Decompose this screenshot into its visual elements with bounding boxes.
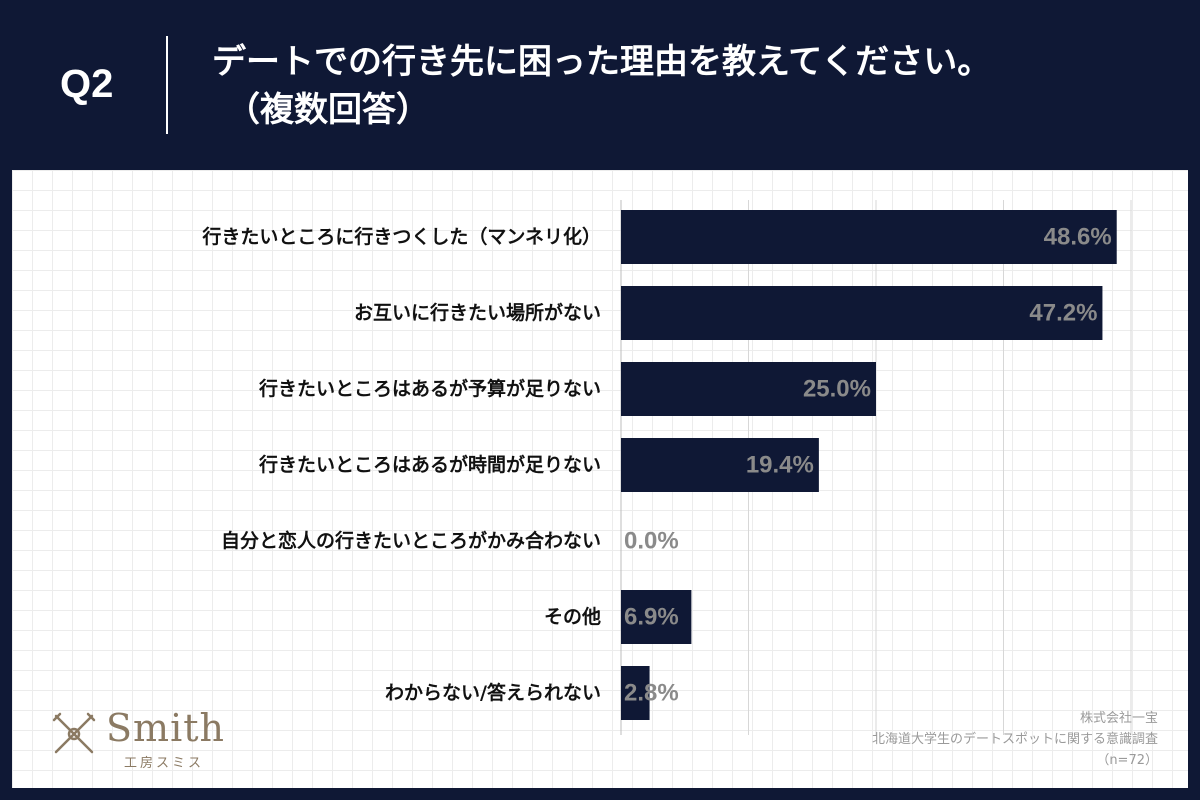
value-label: 48.6% — [1044, 224, 1112, 251]
bar — [621, 438, 819, 492]
category-label: 行きたいところに行きつくした（マンネリ化） — [201, 225, 601, 248]
question-text: デートでの行き先に困った理由を教えてください。 — [212, 42, 992, 82]
question-number: Q2 — [60, 62, 114, 106]
header-divider — [166, 36, 168, 134]
bar — [621, 362, 876, 416]
bar-chart: 行きたいところに行きつくした（マンネリ化） 48.6% お互いに行きたい場所がない 4… — [201, 200, 1132, 735]
value-label: 47.2% — [1029, 300, 1097, 327]
bar — [621, 590, 692, 644]
source-company: 株式会社一宝 — [1079, 711, 1158, 726]
value-label: 0.0% — [624, 528, 679, 555]
source-survey: 北海道大学生のデートスポットに関する意識調査 — [871, 732, 1158, 747]
source-note: 株式会社一宝 北海道大学生のデートスポットに関する意識調査 （n=72） — [872, 708, 1158, 771]
value-label: 2.8% — [624, 680, 679, 707]
bar — [621, 210, 1117, 264]
category-label: その他 — [544, 605, 601, 628]
header: Q2 デートでの行き先に困った理由を教えてください。 （複数回答） — [0, 0, 1200, 170]
value-label: 25.0% — [803, 376, 871, 403]
value-label: 19.4% — [746, 452, 814, 479]
crossed-tools-icon — [52, 712, 96, 754]
value-label: 6.9% — [624, 604, 679, 631]
bar — [621, 666, 650, 720]
chart-panel: 行きたいところに行きつくした（マンネリ化） 48.6% お互いに行きたい場所がない 4… — [12, 170, 1188, 788]
bar — [621, 286, 1103, 340]
logo-text: Smith — [106, 706, 225, 750]
category-label: わからない/答えられない — [385, 681, 601, 704]
smith-logo: Smith 工房スミス — [50, 706, 250, 772]
category-label: 自分と恋人の行きたいところがかみ合わない — [221, 529, 601, 552]
category-label: 行きたいところはあるが時間が足りない — [258, 453, 601, 476]
question-subtitle: （複数回答） — [226, 90, 430, 130]
logo-subtext: 工房スミス — [124, 756, 205, 771]
question-title: デートでの行き先に困った理由を教えてください。 （複数回答） — [212, 38, 1172, 134]
category-label: お互いに行きたい場所がない — [354, 301, 601, 324]
category-label: 行きたいところはあるが予算が足りない — [258, 377, 601, 400]
sample-size: （n=72） — [1096, 753, 1158, 768]
